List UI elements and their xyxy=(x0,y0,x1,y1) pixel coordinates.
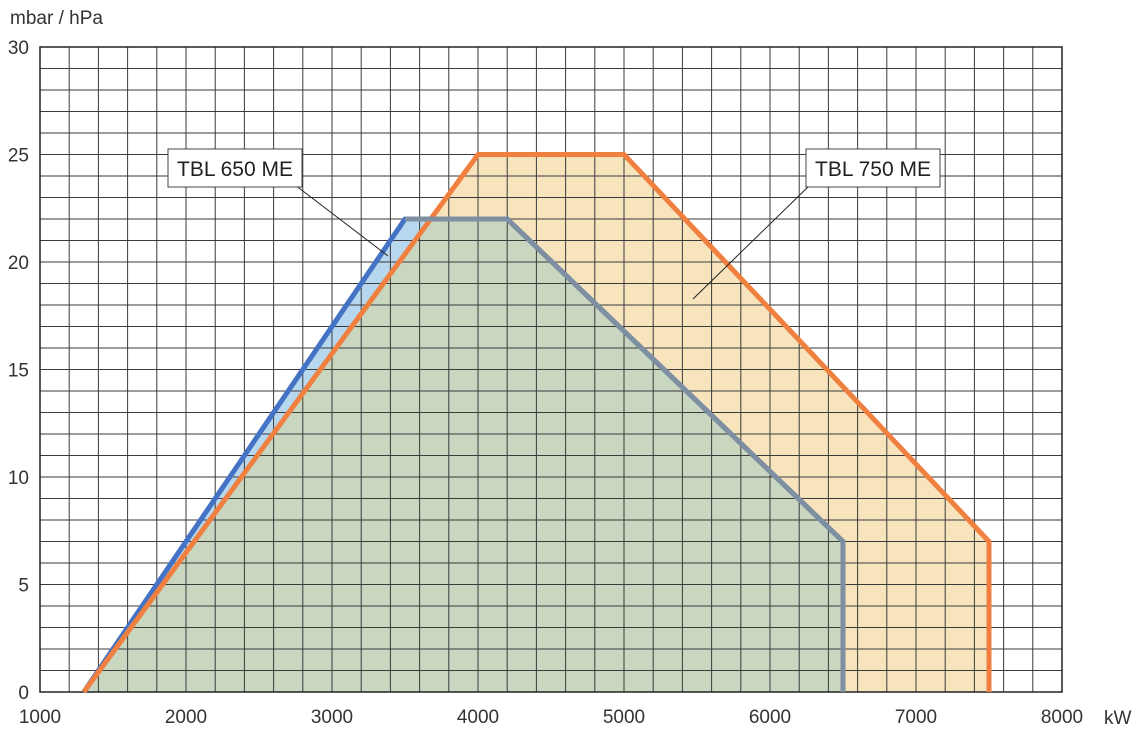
x-tick-label: 3000 xyxy=(311,707,353,728)
y-axis-tick-labels: 0 5 10 15 20 25 30 xyxy=(8,38,29,704)
y-tick-label: 30 xyxy=(8,38,29,59)
x-axis-label: kW xyxy=(1104,708,1132,729)
y-tick-label: 15 xyxy=(8,361,29,382)
annotation-tbl-650-me-leader xyxy=(294,184,389,257)
x-axis-tick-labels: 1000 2000 3000 4000 5000 6000 7000 8000 xyxy=(19,707,1083,728)
series-lines xyxy=(81,152,992,694)
y-axis-label: mbar / hPa xyxy=(10,8,103,29)
y-tick-label: 0 xyxy=(18,683,29,704)
series-annotations: TBL 650 ME TBL 750 ME xyxy=(167,148,941,300)
x-tick-label: 1000 xyxy=(19,707,61,728)
y-tick-label: 20 xyxy=(8,253,29,274)
x-tick-label: 5000 xyxy=(603,707,645,728)
x-tick-label: 7000 xyxy=(895,707,937,728)
x-tick-label: 2000 xyxy=(165,707,207,728)
y-tick-label: 10 xyxy=(8,468,29,489)
y-tick-label: 5 xyxy=(18,576,29,597)
annotation-tbl-650-me-label: TBL 650 ME xyxy=(177,158,293,181)
annotation-tbl-750-me-box xyxy=(805,148,941,188)
annotation-tbl-750-me-leader xyxy=(692,184,811,300)
series-line-tbl-650-me-descending xyxy=(505,217,846,692)
series-line-tbl-750-me xyxy=(81,152,992,694)
annotation-tbl-650-me-box xyxy=(167,148,303,188)
y-tick-label: 25 xyxy=(8,146,29,167)
plot-frame xyxy=(39,46,1063,693)
annotation-tbl-750-me-label: TBL 750 ME xyxy=(815,158,931,181)
x-tick-label: 4000 xyxy=(457,707,499,728)
x-tick-label: 6000 xyxy=(749,707,791,728)
x-tick-label: 8000 xyxy=(1041,707,1083,728)
